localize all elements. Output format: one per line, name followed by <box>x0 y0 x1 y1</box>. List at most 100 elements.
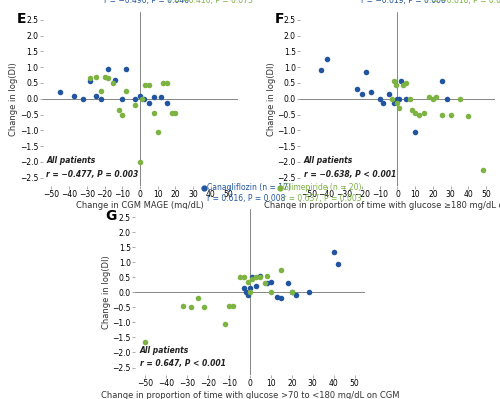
Text: r = −0.490, P = 0.046: r = −0.490, P = 0.046 <box>104 0 189 5</box>
Point <box>443 96 451 102</box>
Point <box>136 93 144 99</box>
Text: Glimepiride (n = 20): Glimepiride (n = 20) <box>284 184 362 192</box>
Point <box>150 110 158 116</box>
Point <box>244 292 252 298</box>
Point <box>122 88 130 94</box>
Point <box>92 73 100 80</box>
Point <box>194 295 202 302</box>
Point <box>429 96 437 102</box>
Point <box>426 94 434 101</box>
Point <box>384 91 392 97</box>
Text: r = −0.619, P = 0.008: r = −0.619, P = 0.008 <box>362 0 446 5</box>
Point <box>188 304 196 310</box>
Text: r = 0.616, P = 0.008: r = 0.616, P = 0.008 <box>208 194 286 203</box>
Point <box>267 289 275 295</box>
Point <box>273 294 281 300</box>
Point <box>142 81 150 88</box>
Point <box>136 159 144 165</box>
X-axis label: Change in proportion of time with glucose ≥180 mg/dL on CGM: Change in proportion of time with glucos… <box>264 201 500 211</box>
Point <box>304 289 312 295</box>
Point <box>380 100 388 107</box>
Point <box>456 96 464 102</box>
Point <box>145 81 153 88</box>
Text: All patients: All patients <box>140 346 189 355</box>
Y-axis label: Change in log(DI): Change in log(DI) <box>267 62 276 136</box>
Point <box>438 111 446 118</box>
Text: r = 0.637, P = 0.003: r = 0.637, P = 0.003 <box>284 194 362 203</box>
Point <box>252 274 260 280</box>
Point <box>396 105 404 111</box>
Point <box>415 111 423 118</box>
Point <box>248 276 256 282</box>
Point <box>86 78 94 85</box>
Point <box>411 129 419 135</box>
Point <box>256 274 264 280</box>
Point <box>446 111 454 118</box>
Point <box>236 274 244 280</box>
Point <box>438 78 446 85</box>
Point <box>92 93 100 99</box>
Point <box>246 284 254 291</box>
Point <box>330 249 338 255</box>
Point <box>244 279 252 285</box>
Point <box>142 339 150 345</box>
Point <box>394 96 402 102</box>
Point <box>411 110 419 116</box>
Point <box>262 273 270 279</box>
Point <box>464 113 472 119</box>
Point <box>396 96 404 102</box>
Point <box>362 69 370 75</box>
Point <box>56 89 64 96</box>
Point <box>130 96 138 102</box>
Point <box>230 302 237 309</box>
Point <box>478 166 486 173</box>
Point <box>352 86 360 93</box>
Point <box>86 75 94 81</box>
Point <box>322 56 330 63</box>
Point <box>334 261 342 267</box>
Point <box>172 110 179 116</box>
Point <box>388 96 396 102</box>
Point <box>248 274 256 280</box>
Point <box>104 65 112 72</box>
Point <box>240 284 248 291</box>
Y-axis label: Change in log(DI): Change in log(DI) <box>10 62 18 136</box>
Point <box>97 88 105 94</box>
Text: r = −0.618, P = 0.004: r = −0.618, P = 0.004 <box>426 0 500 5</box>
Point <box>406 96 414 102</box>
Point <box>70 93 78 99</box>
Point <box>221 321 229 327</box>
Point <box>397 78 405 85</box>
Point <box>292 292 300 298</box>
Point <box>200 304 208 310</box>
Text: F: F <box>274 12 284 26</box>
Point <box>367 89 375 96</box>
X-axis label: Change in proportion of time with glucose >70 to <180 mg/dL on CGM: Change in proportion of time with glucos… <box>101 391 399 399</box>
Point <box>256 273 264 279</box>
Point <box>242 289 250 295</box>
Text: r = 0.647, P < 0.001: r = 0.647, P < 0.001 <box>140 359 226 368</box>
Point <box>278 267 285 273</box>
Point <box>138 96 146 102</box>
Point <box>390 100 398 107</box>
Point <box>97 96 105 102</box>
Point <box>118 96 126 102</box>
Point <box>252 283 260 289</box>
Point <box>420 110 428 116</box>
Point <box>399 81 407 88</box>
Point <box>262 280 270 286</box>
Point <box>122 65 130 72</box>
Point <box>288 289 296 295</box>
Point <box>358 91 366 97</box>
Point <box>162 100 170 107</box>
Text: r = −0.477, P = 0.003: r = −0.477, P = 0.003 <box>46 170 138 179</box>
Text: r = −0.410, P = 0.073: r = −0.410, P = 0.073 <box>168 0 253 5</box>
Point <box>392 81 400 88</box>
Y-axis label: Change in log(DI): Change in log(DI) <box>102 255 111 329</box>
Point <box>114 107 122 113</box>
Point <box>159 80 167 86</box>
Point <box>111 77 119 83</box>
Point <box>317 67 325 73</box>
Point <box>154 129 162 135</box>
Point <box>104 75 112 81</box>
